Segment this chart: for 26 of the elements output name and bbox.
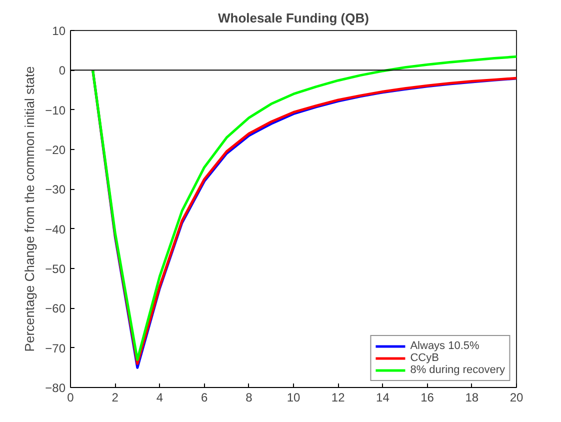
- y-tick-label: −60: [45, 302, 66, 316]
- y-tick-label: −20: [45, 143, 66, 157]
- x-tick-label: 4: [156, 390, 164, 404]
- x-tick-label: 16: [420, 390, 434, 404]
- x-tick-label: 8: [246, 390, 253, 404]
- x-tick-label: 14: [376, 390, 390, 404]
- y-tick-label: −40: [45, 222, 66, 236]
- y-axis-title: Percentage Change from the common initial state: [22, 66, 38, 352]
- legend-label: CCyB: [410, 352, 439, 364]
- y-tick-label: −50: [45, 262, 66, 276]
- y-tick-label: −80: [45, 381, 66, 395]
- x-tick-label: 20: [510, 390, 524, 404]
- y-tick-label: 10: [52, 24, 66, 38]
- y-tick-label: −10: [45, 103, 66, 118]
- y-tick-label: −70: [45, 341, 66, 356]
- x-tick-label: 2: [112, 390, 119, 404]
- x-tick-label: 0: [67, 390, 74, 404]
- x-tick-label: 18: [465, 390, 479, 404]
- legend-label: Always 10.5%: [410, 340, 480, 352]
- x-tick-label: 6: [200, 390, 208, 404]
- legend-label: 8% during recovery: [410, 364, 505, 376]
- x-tick-label: 10: [286, 390, 300, 404]
- chart-title: Wholesale Funding (QB): [218, 10, 369, 26]
- y-tick-label: −30: [45, 182, 66, 197]
- x-tick-label: 12: [331, 390, 346, 404]
- y-tick-label: 0: [58, 64, 66, 78]
